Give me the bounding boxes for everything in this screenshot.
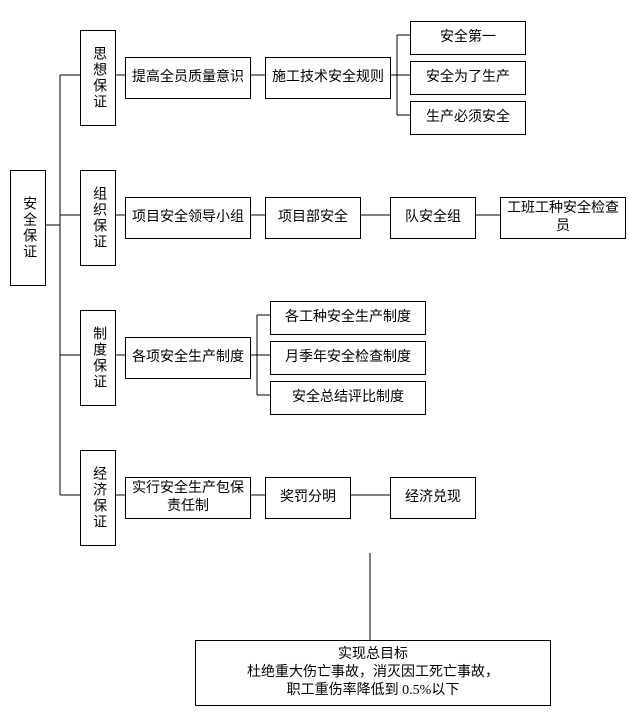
fanout-2-0: 各工种安全生产制度 xyxy=(270,301,426,335)
goal-title: 实现总目标 xyxy=(338,646,408,664)
fanout-0-0: 安全第一 xyxy=(410,21,526,55)
chain-1-1: 项目部安全 xyxy=(265,197,361,239)
goal-line-1: 职工重伤率降低到 0.5%以下 xyxy=(287,682,460,700)
chain-1-3: 工班工种安全检查员 xyxy=(500,197,626,239)
chain-3-0: 实行安全生产包保责任制 xyxy=(125,477,251,519)
goal-box: 实现总目标杜绝重大伤亡事故，消灭因工死亡事故，职工重伤率降低到 0.5%以下 xyxy=(195,640,551,706)
fanout-2-2: 安全总结评比制度 xyxy=(270,381,426,415)
fanout-0-1: 安全为了生产 xyxy=(410,61,526,95)
chain-0-1: 施工技术安全规则 xyxy=(265,57,391,99)
chain-1-2: 队安全组 xyxy=(390,197,476,239)
branch-label-3: 经济保证 xyxy=(80,450,116,546)
chain-1-0: 项目安全领导小组 xyxy=(125,197,251,239)
branch-label-1: 组织保证 xyxy=(80,170,116,266)
root: 安全保证 xyxy=(10,170,46,286)
chain-3-2: 经济兑现 xyxy=(390,477,476,519)
goal-line-0: 杜绝重大伤亡事故，消灭因工死亡事故， xyxy=(247,664,499,682)
chain-2-0: 各项安全生产制度 xyxy=(125,337,251,379)
chain-3-1: 奖罚分明 xyxy=(265,477,351,519)
branch-label-0: 思想保证 xyxy=(80,30,116,126)
fanout-0-2: 生产必须安全 xyxy=(410,101,526,135)
fanout-2-1: 月季年安全检查制度 xyxy=(270,341,426,375)
chain-0-0: 提高全员质量意识 xyxy=(125,57,251,99)
branch-label-2: 制度保证 xyxy=(80,310,116,406)
